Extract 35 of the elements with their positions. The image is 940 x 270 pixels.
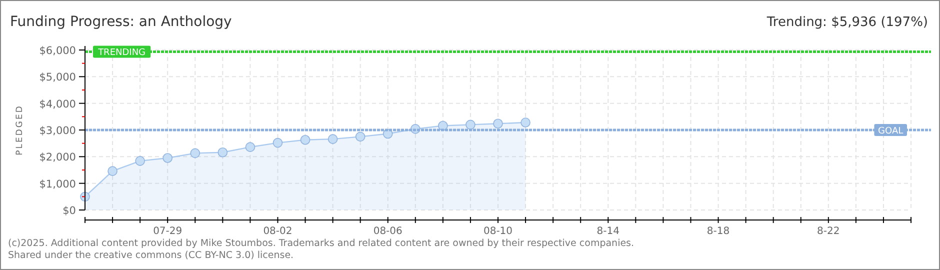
x-tick-label: 8-22 [817,226,840,237]
point [520,118,530,128]
x-tick-label: 08-06 [373,226,402,237]
point [272,138,283,148]
y-tick-label: $3,000 [39,125,76,137]
text: (c)2025. Additional content provided by Mike Stoumbos. Trademarks and related content are owned by their respective companies. [8,238,634,249]
y-tick-label: $0 [62,205,76,217]
point [493,118,503,128]
point [328,134,338,144]
text: Trending: $5,936 (197%) [766,15,928,30]
point [438,120,448,131]
x-tick-label: 07-29 [153,226,182,237]
text: Shared under the creative commons (CC BY-NC 3.0) license. [8,250,294,261]
point [355,132,366,142]
y-tick-label: $5,000 [39,72,76,84]
y-tick-label: $6,000 [39,45,76,57]
y-tick-label: $4,000 [39,98,76,110]
x-tick-label: 8-14 [596,226,620,237]
y-tick-label: $1,000 [39,178,76,190]
x-tick-label: 08-10 [483,226,513,237]
x-tick-label: 08-02 [263,226,292,237]
point [466,120,476,130]
point [218,148,228,158]
point [190,148,200,158]
x-tick-label: 8-18 [706,226,730,237]
ref-line-label: GOAL [878,126,904,136]
point [162,153,172,163]
point [245,142,256,152]
y-tick-label: $2,000 [39,152,76,164]
y-axis-title: PLEDGED [15,104,25,156]
point [135,156,145,166]
ref-line-label: TRENDING [97,48,146,58]
point [108,166,118,176]
chart-title: Funding Progress: an Anthology [10,14,232,30]
point [300,134,310,145]
